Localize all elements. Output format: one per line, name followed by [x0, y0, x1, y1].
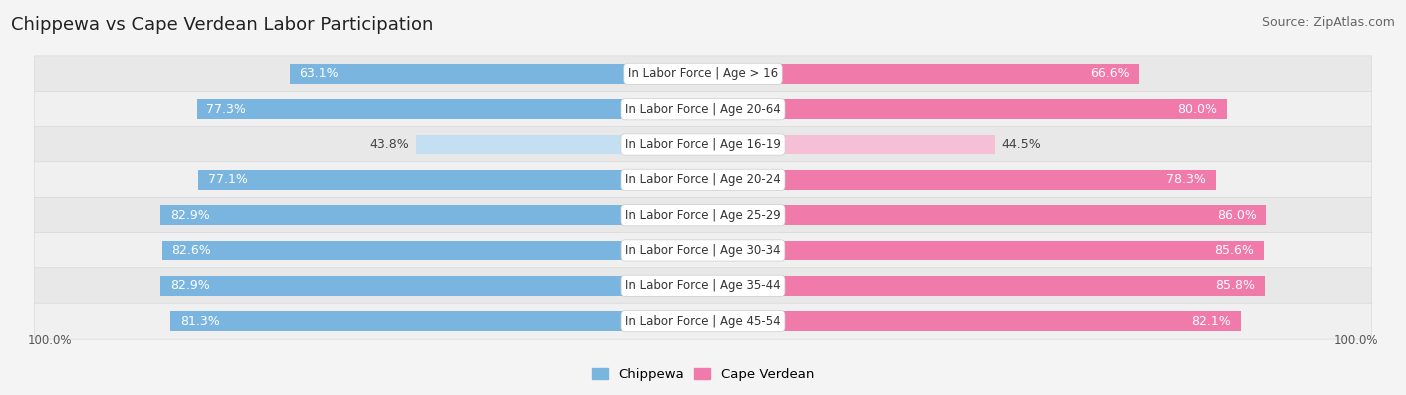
Bar	[775, 276, 1265, 295]
Bar	[775, 241, 1264, 260]
Text: 82.9%: 82.9%	[170, 279, 209, 292]
Text: In Labor Force | Age > 16: In Labor Force | Age > 16	[628, 68, 778, 81]
Legend: Chippewa, Cape Verdean: Chippewa, Cape Verdean	[586, 363, 820, 386]
Text: In Labor Force | Age 30-34: In Labor Force | Age 30-34	[626, 244, 780, 257]
Bar	[775, 170, 1216, 190]
Text: Source: ZipAtlas.com: Source: ZipAtlas.com	[1261, 16, 1395, 29]
Bar	[775, 100, 1227, 119]
Bar	[775, 205, 1267, 225]
Text: 85.8%: 85.8%	[1215, 279, 1256, 292]
Text: 86.0%: 86.0%	[1216, 209, 1257, 222]
Bar	[775, 64, 1139, 84]
Bar	[198, 170, 631, 190]
Bar	[290, 64, 631, 84]
FancyBboxPatch shape	[34, 233, 1372, 269]
Text: 100.0%: 100.0%	[28, 333, 73, 346]
Text: 82.6%: 82.6%	[172, 244, 211, 257]
FancyBboxPatch shape	[34, 91, 1372, 127]
Text: 100.0%: 100.0%	[1333, 333, 1378, 346]
FancyBboxPatch shape	[34, 56, 1372, 92]
Text: Chippewa vs Cape Verdean Labor Participation: Chippewa vs Cape Verdean Labor Participa…	[11, 16, 433, 34]
Text: In Labor Force | Age 20-24: In Labor Force | Age 20-24	[626, 173, 780, 186]
FancyBboxPatch shape	[34, 162, 1372, 198]
Text: 44.5%: 44.5%	[1001, 138, 1040, 151]
Bar	[160, 205, 631, 225]
Text: 43.8%: 43.8%	[370, 138, 409, 151]
Text: In Labor Force | Age 35-44: In Labor Force | Age 35-44	[626, 279, 780, 292]
FancyBboxPatch shape	[34, 303, 1372, 339]
FancyBboxPatch shape	[34, 197, 1372, 233]
Text: 77.3%: 77.3%	[207, 103, 246, 116]
Bar	[170, 311, 631, 331]
Bar	[197, 100, 631, 119]
Text: 77.1%: 77.1%	[208, 173, 247, 186]
Text: 63.1%: 63.1%	[299, 68, 339, 81]
Text: 78.3%: 78.3%	[1167, 173, 1206, 186]
Text: In Labor Force | Age 16-19: In Labor Force | Age 16-19	[626, 138, 780, 151]
Bar	[416, 135, 631, 154]
Text: 85.6%: 85.6%	[1215, 244, 1254, 257]
Bar	[160, 276, 631, 295]
Text: 66.6%: 66.6%	[1090, 68, 1129, 81]
Bar	[162, 241, 631, 260]
FancyBboxPatch shape	[34, 268, 1372, 304]
Text: In Labor Force | Age 20-64: In Labor Force | Age 20-64	[626, 103, 780, 116]
Text: 82.9%: 82.9%	[170, 209, 209, 222]
Text: In Labor Force | Age 25-29: In Labor Force | Age 25-29	[626, 209, 780, 222]
Text: 82.1%: 82.1%	[1191, 314, 1232, 327]
FancyBboxPatch shape	[34, 126, 1372, 162]
Text: 80.0%: 80.0%	[1177, 103, 1218, 116]
Text: 81.3%: 81.3%	[180, 314, 219, 327]
Text: In Labor Force | Age 45-54: In Labor Force | Age 45-54	[626, 314, 780, 327]
Bar	[775, 311, 1241, 331]
Bar	[775, 135, 994, 154]
